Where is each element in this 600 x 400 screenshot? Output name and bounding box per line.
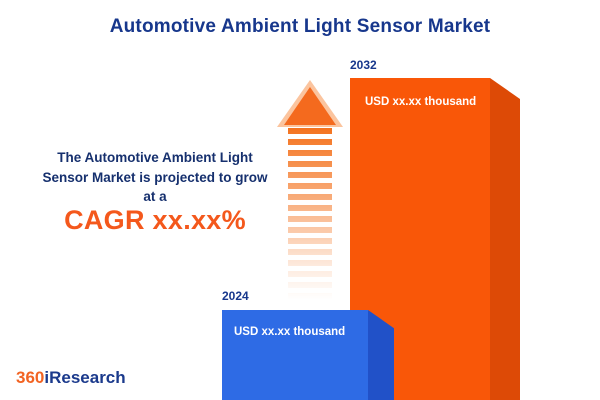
- growth-arrow-head-icon: [284, 87, 336, 125]
- annotation-line-2: Sensor Market is projected to grow: [42, 169, 268, 185]
- bar-2024: [222, 310, 368, 400]
- bar-2032-value-label: USD xx.xx thousand: [365, 96, 477, 108]
- bar-2032-side-face: [490, 78, 520, 400]
- bar-2032-year-label: 2032: [350, 58, 377, 72]
- annotation-line-3: at a: [143, 189, 167, 205]
- bar-2024-value-label: USD xx.xx thousand: [234, 326, 346, 338]
- annotation-text: The Automotive Ambient Light Sensor Mark…: [20, 148, 290, 207]
- brand-logo: 360iResearch: [16, 368, 126, 388]
- growth-arrow-shaft-icon: [288, 128, 332, 300]
- cagr-value: CAGR xx.xx%: [64, 205, 246, 235]
- brand-logo-prefix: 360: [16, 368, 45, 387]
- bar-2024-year-label: 2024: [222, 289, 249, 303]
- page-title: Automotive Ambient Light Sensor Market: [109, 16, 491, 37]
- brand-logo-suffix: iResearch: [44, 368, 126, 387]
- annotation-line-1: The Automotive Ambient Light: [57, 150, 253, 165]
